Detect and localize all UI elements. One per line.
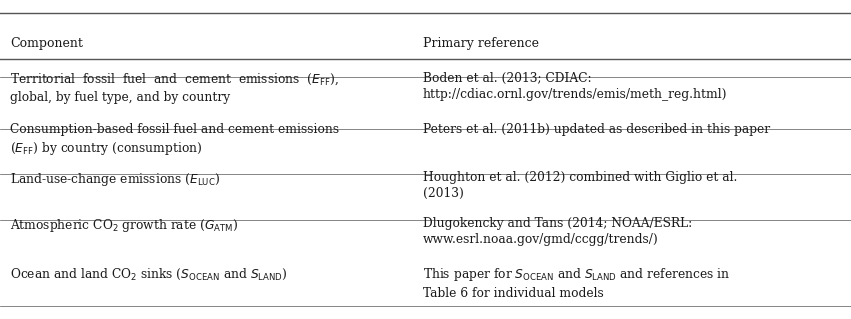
Text: Consumption-based fossil fuel and cement emissions
($E_\mathrm{FF}$) by country : Consumption-based fossil fuel and cement…	[10, 123, 340, 157]
Text: Primary reference: Primary reference	[423, 37, 539, 49]
Text: Atmospheric CO$_2$ growth rate ($G_\mathrm{ATM}$): Atmospheric CO$_2$ growth rate ($G_\math…	[10, 217, 238, 234]
Text: This paper for $S_\mathrm{OCEAN}$ and $S_\mathrm{LAND}$ and references in
Table : This paper for $S_\mathrm{OCEAN}$ and $S…	[423, 266, 730, 300]
Text: Houghton et al. (2012) combined with Giglio et al.
(2013): Houghton et al. (2012) combined with Gig…	[423, 171, 737, 200]
Text: Territorial  fossil  fuel  and  cement  emissions  ($E_\mathrm{FF}$),
global, by: Territorial fossil fuel and cement emiss…	[10, 72, 339, 104]
Text: Boden et al. (2013; CDIAC:
http://cdiac.ornl.gov/trends/emis/meth_reg.html): Boden et al. (2013; CDIAC: http://cdiac.…	[423, 72, 728, 101]
Text: Ocean and land CO$_2$ sinks ($S_\mathrm{OCEAN}$ and $S_\mathrm{LAND}$): Ocean and land CO$_2$ sinks ($S_\mathrm{…	[10, 266, 288, 282]
Text: Dlugokencky and Tans (2014; NOAA/ESRL:
www.esrl.noaa.gov/gmd/ccgg/trends/): Dlugokencky and Tans (2014; NOAA/ESRL: w…	[423, 217, 692, 246]
Text: Peters et al. (2011b) updated as described in this paper: Peters et al. (2011b) updated as describ…	[423, 123, 770, 136]
Text: Land-use-change emissions ($E_\mathrm{LUC}$): Land-use-change emissions ($E_\mathrm{LU…	[10, 171, 220, 188]
Text: Component: Component	[10, 37, 83, 49]
